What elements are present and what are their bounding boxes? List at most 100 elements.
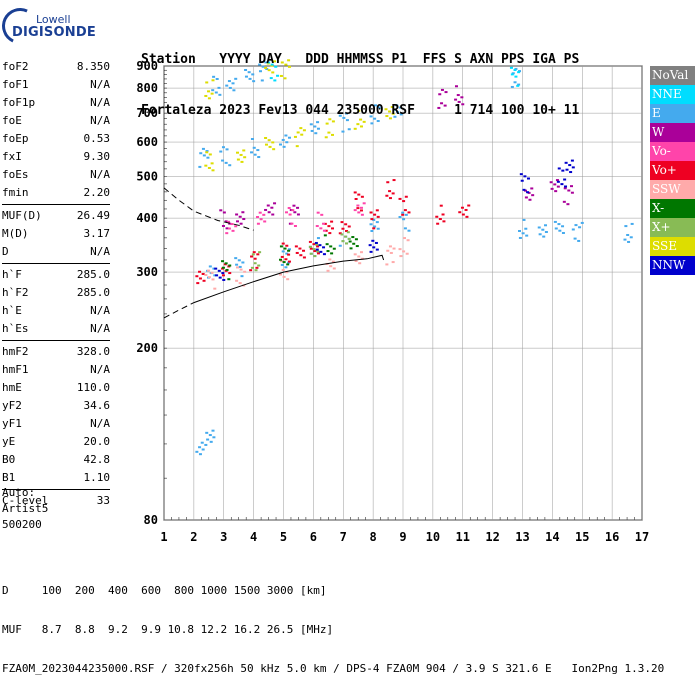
- y-tick-labels: 80 200 300 400 500 600 700 800 900: [136, 59, 158, 527]
- echo-point: [328, 258, 332, 261]
- echo-point: [264, 61, 268, 64]
- echo-point: [460, 206, 464, 209]
- echo-point: [520, 179, 524, 182]
- param-separator: [2, 263, 110, 264]
- echo-point: [287, 261, 291, 264]
- echo-point: [327, 131, 331, 134]
- param-label: foEp: [2, 132, 29, 145]
- echo-point: [204, 273, 208, 276]
- x-tick-label: 4: [250, 530, 257, 544]
- param-row: M(D) 3.17: [2, 225, 110, 243]
- echo-point: [218, 93, 222, 96]
- echo-point: [271, 71, 275, 74]
- echo-point: [211, 429, 215, 432]
- echo-point: [524, 227, 528, 230]
- echo-point: [252, 251, 256, 254]
- param-row: hmE 110.0: [2, 379, 110, 397]
- legend-item-vo: Vo-: [650, 142, 695, 161]
- echo-point: [211, 89, 215, 92]
- echo-point: [279, 143, 283, 146]
- profile-lines: [163, 187, 385, 319]
- echo-point: [345, 119, 349, 122]
- echo-point: [564, 161, 568, 164]
- echo-point: [284, 211, 288, 214]
- echo-point: [344, 223, 348, 226]
- echo-point: [282, 261, 286, 264]
- echo-point: [356, 123, 360, 126]
- echo-point: [227, 278, 231, 281]
- echo-point: [296, 131, 300, 134]
- echo-point: [385, 194, 389, 197]
- param-label: hmE: [2, 381, 22, 394]
- echo-point: [287, 260, 291, 263]
- legend-item-noval: NoVal: [650, 66, 695, 85]
- echo-point: [210, 162, 214, 165]
- echo-point: [313, 250, 317, 253]
- param-value: 34.6: [83, 399, 111, 412]
- echo-point: [454, 85, 458, 88]
- param-value: 9.30: [83, 150, 111, 163]
- echo-point: [624, 225, 628, 228]
- echo-point: [204, 443, 208, 446]
- echo-point: [402, 218, 406, 221]
- x-tick-label: 8: [370, 530, 377, 544]
- echo-point: [284, 134, 288, 137]
- echo-point: [403, 209, 407, 212]
- echo-point: [521, 232, 525, 235]
- echo-point: [267, 211, 271, 214]
- echo-point: [273, 60, 277, 63]
- echo-point: [286, 278, 290, 281]
- echo-point: [279, 273, 283, 276]
- echo-point: [405, 252, 409, 255]
- echo-point: [565, 168, 569, 171]
- echo-point: [388, 197, 392, 200]
- param-row: MUF(D) 26.49: [2, 207, 110, 225]
- echo-point: [362, 120, 366, 123]
- echo-point: [398, 248, 402, 251]
- echo-point: [209, 440, 213, 443]
- legend-item-nne: NNE: [650, 85, 695, 104]
- param-label: B1: [2, 471, 16, 484]
- echo-point: [287, 253, 291, 256]
- echo-point: [295, 251, 299, 254]
- echo-point: [300, 133, 304, 136]
- echo-point: [360, 213, 364, 216]
- echo-point: [285, 141, 289, 144]
- param-label: hmF1: [2, 363, 29, 376]
- series-x-: [250, 231, 351, 272]
- echo-point: [556, 180, 560, 183]
- echo-point: [215, 77, 219, 80]
- echo-point: [316, 121, 320, 124]
- echo-point: [561, 169, 565, 172]
- echo-point: [396, 111, 400, 114]
- echo-point: [560, 183, 564, 186]
- echo-point: [525, 234, 529, 237]
- param-label: h`Es: [2, 322, 29, 335]
- echo-point: [279, 74, 283, 77]
- x-tick-label: 10: [426, 530, 440, 544]
- echo-point: [280, 263, 284, 266]
- echo-point: [329, 265, 333, 268]
- echo-point: [357, 255, 361, 258]
- echo-point: [574, 224, 578, 227]
- echo-point: [281, 250, 285, 253]
- y-tick-label: 500: [136, 169, 158, 183]
- echo-point: [292, 204, 296, 207]
- echo-point: [347, 237, 351, 240]
- echo-point: [285, 244, 289, 247]
- param-label: foE: [2, 114, 22, 127]
- echo-point: [254, 269, 258, 272]
- echo-point: [205, 81, 209, 84]
- echo-point: [369, 250, 373, 253]
- echo-point: [264, 143, 268, 146]
- echo-point: [238, 215, 242, 218]
- echo-point: [524, 196, 528, 199]
- y-tick-label: 200: [136, 341, 158, 355]
- auto-code: 500200: [2, 518, 42, 531]
- param-label: foF1p: [2, 96, 36, 109]
- echo-point: [345, 112, 349, 115]
- echo-point: [627, 240, 631, 243]
- echo-point: [523, 175, 527, 178]
- echo-point: [207, 276, 211, 279]
- echo-point: [349, 247, 353, 250]
